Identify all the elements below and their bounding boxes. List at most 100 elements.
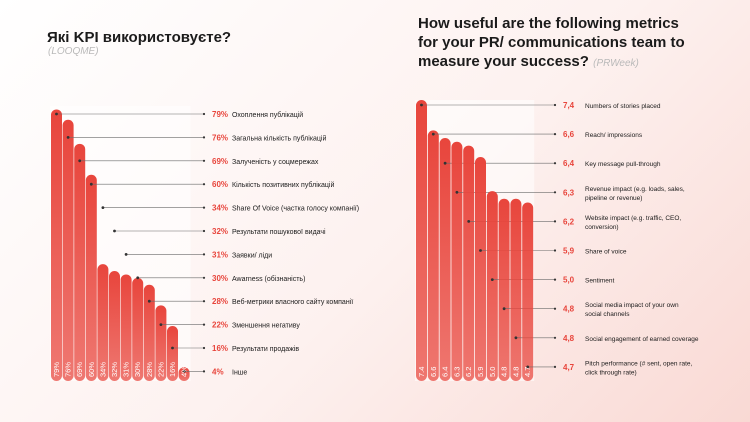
left-bar-label: 32% (110, 362, 119, 377)
left-category-label: Share Of Voice (частка голосу компанії) (232, 205, 359, 213)
left-bar (178, 367, 190, 381)
left-bar-label: 4% (180, 366, 189, 377)
left-value-label: 22% (212, 321, 228, 330)
right-leader-end (553, 191, 557, 194)
left-bar (155, 305, 167, 381)
right-leader-dot (455, 190, 459, 194)
right-category-label: Website impact (e.g. traffic, CEO, conver… (585, 215, 681, 231)
right-leader-end (553, 365, 557, 368)
right-bar-label: 5.9 (476, 367, 485, 377)
left-leader-end (202, 323, 206, 326)
left-leader-end (202, 112, 206, 116)
right-leader-end (553, 220, 557, 223)
left-bar (120, 274, 132, 381)
right-value-label: 6,3 (563, 188, 575, 197)
right-leader-dot (502, 307, 506, 311)
left-leader-dot (113, 229, 116, 233)
right-bar (475, 156, 486, 381)
left-value-label: 16% (212, 344, 228, 353)
left-bar-label: 22% (156, 362, 165, 377)
left-value-label: 28% (212, 297, 228, 306)
right-chart-plot: 7,4 Numbers of stories placed 7.4 6,6 Reach/… (415, 100, 699, 381)
left-category-label: Кількість позитивних публікацій (232, 181, 334, 189)
left-leader-end (202, 300, 206, 303)
right-bar (486, 191, 498, 381)
left-category-label: Результати продажів (232, 345, 299, 353)
right-category-label: Pitch performance (# sent, open rate, cli… (585, 360, 693, 376)
right-leader-dot (443, 161, 447, 165)
right-bar-label: 6.4 (441, 367, 450, 377)
left-bar (167, 326, 178, 381)
left-leader-dot (147, 299, 151, 303)
left-category-label: Заявки/ ліди (232, 251, 272, 259)
left-category-label: Веб-метрики власного сайту компанії (232, 298, 353, 306)
left-leader-end (202, 346, 206, 350)
left-chart-panel: Які KPI використовуєте? (LOOQME) 79% Охоп… (47, 29, 359, 381)
left-value-label: 69% (212, 157, 228, 166)
right-title-line-3: measure your success? (418, 53, 589, 70)
right-leader-end (553, 133, 557, 136)
left-leader-dot (78, 159, 82, 163)
right-leader-dot (420, 103, 423, 107)
right-category-label: Social engagement of earned coverage (585, 336, 699, 343)
left-bar (143, 284, 155, 381)
right-leader-dot (526, 365, 530, 369)
right-value-label: 4,8 (563, 334, 575, 343)
left-leader-end (202, 206, 206, 209)
right-value-label: 6,4 (563, 159, 575, 168)
right-leader-dot (431, 132, 435, 136)
left-category-label: Залученість у соцмережах (232, 158, 319, 166)
left-leader-end (202, 370, 206, 373)
left-value-label: 60% (212, 180, 228, 189)
right-bar (416, 100, 427, 381)
left-bar (132, 277, 144, 381)
left-leader-dot (89, 182, 93, 186)
left-leader-dot (101, 206, 105, 210)
right-bar (522, 202, 534, 381)
left-leader-dot (66, 136, 70, 139)
right-value-label: 7,4 (563, 101, 575, 110)
left-bar-label: 76% (64, 362, 73, 377)
right-leader-end (553, 336, 557, 339)
left-bar-label: 30% (133, 362, 142, 377)
right-leader-dot (490, 278, 494, 281)
left-leader-dot (182, 370, 186, 373)
left-leader-dot (124, 253, 128, 256)
right-value-label: 5,0 (563, 276, 575, 285)
right-category-label: Key message pull-through (585, 161, 661, 168)
right-category-label: Share of voice (585, 249, 627, 256)
left-category-label: Зменшення негативу (232, 323, 300, 330)
left-category-label: Охоплення публікацій (232, 111, 303, 119)
left-value-label: 76% (212, 133, 228, 142)
left-leader-end (202, 136, 206, 139)
right-title-line-1: How useful are the following metrics (418, 15, 679, 32)
right-leader-dot (479, 249, 482, 252)
right-value-label: 4,7 (563, 363, 575, 372)
right-bar (427, 130, 439, 381)
left-leader-end (202, 253, 206, 256)
left-leader-end (202, 229, 206, 233)
left-category-label: Загальна кількість публікацій (232, 134, 326, 142)
left-bar (85, 174, 97, 381)
right-bar-label: 6.3 (452, 367, 461, 377)
right-chart-source: (PRWeek) (593, 58, 639, 69)
left-bar-label: 79% (52, 362, 61, 377)
left-category-label: Інше (232, 369, 247, 376)
right-bar-label: 5.0 (488, 367, 497, 377)
left-leader-end (202, 276, 206, 279)
left-leader-dot (136, 276, 140, 280)
right-bar-label: 4.7 (523, 367, 532, 377)
left-category-label: Awarness (обізнаність) (232, 275, 305, 283)
right-bar-label: 7.4 (417, 367, 426, 377)
right-value-label: 6,6 (563, 130, 575, 139)
right-chart-title: How useful are the following metrics for… (418, 14, 685, 73)
left-value-label: 4% (212, 367, 224, 376)
left-category-label: Результати пошукової видачі (232, 228, 326, 236)
right-leader-dot (467, 220, 471, 223)
left-bar-label: 69% (75, 362, 84, 377)
right-bar (439, 137, 451, 381)
left-bar-label: 60% (87, 362, 96, 377)
left-value-label: 31% (212, 250, 228, 259)
right-chart-panel: How useful are the following metrics for… (375, 0, 750, 422)
right-bar (498, 198, 510, 381)
